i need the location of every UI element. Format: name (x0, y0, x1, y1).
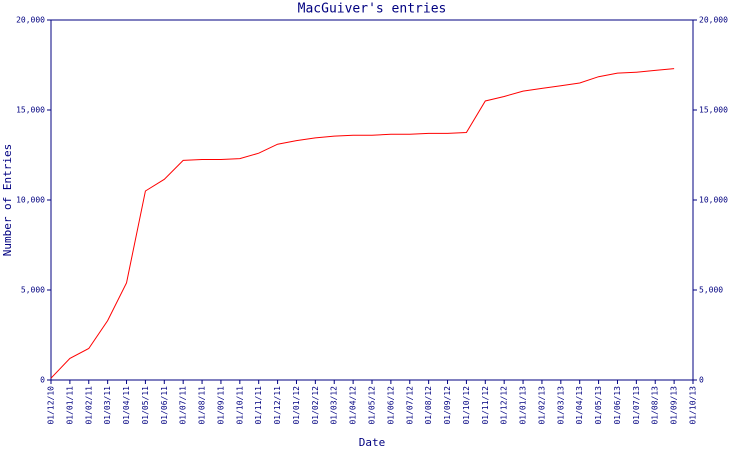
x-tick-label: 01/10/12 (462, 386, 471, 425)
y-tick-label: 10,000 (16, 196, 45, 205)
x-tick-label: 01/12/11 (273, 386, 282, 425)
x-tick-label: 01/06/11 (160, 386, 169, 425)
y-tick-label: 5,000 (21, 286, 45, 295)
x-tick-label: 01/04/12 (349, 386, 358, 425)
x-tick-label: 01/03/12 (330, 386, 339, 425)
y-tick-label: 20,000 (16, 16, 45, 25)
plot-frame (50, 19, 694, 381)
x-tick-label: 01/05/11 (141, 386, 150, 425)
x-tick-label: 01/08/11 (198, 386, 207, 425)
y-tick-label: 15,000 (16, 106, 45, 115)
x-tick-label: 01/05/12 (368, 386, 377, 425)
chart-title: MacGuiver's entries (298, 2, 447, 17)
x-tick-label: 01/10/13 (689, 386, 698, 425)
x-tick-label: 01/09/11 (216, 386, 225, 425)
y2-tick-label: 5,000 (699, 286, 723, 295)
x-tick-label: 01/11/11 (254, 386, 263, 425)
x-tick-label: 01/12/10 (47, 386, 56, 425)
x-tick-label: 01/04/13 (575, 386, 584, 425)
x-tick-label: 01/08/13 (651, 386, 660, 425)
y-axis-label: Number of Entries (1, 144, 14, 257)
x-tick-label: 01/09/12 (443, 386, 452, 425)
x-tick-label: 01/07/11 (179, 386, 188, 425)
x-tick-label: 01/02/12 (311, 386, 320, 425)
x-tick-label: 01/06/13 (613, 386, 622, 425)
y2-tick-label: 15,000 (699, 106, 728, 115)
x-tick-label: 01/02/13 (537, 386, 546, 425)
x-tick-label: 01/06/12 (386, 386, 395, 425)
y-tick-label: 0 (40, 376, 45, 385)
x-tick-label: 01/08/12 (424, 386, 433, 425)
x-tick-label: 01/02/11 (84, 386, 93, 425)
x-tick-label: 01/01/13 (519, 386, 528, 425)
x-tick-label: 01/05/13 (594, 386, 603, 425)
x-tick-label: 01/12/12 (500, 386, 509, 425)
x-tick-label: 01/07/13 (632, 386, 641, 425)
y2-tick-label: 0 (699, 376, 704, 385)
x-tick-label: 01/03/13 (556, 386, 565, 425)
x-tick-label: 01/07/12 (405, 386, 414, 425)
x-tick-label: 01/09/13 (670, 386, 679, 425)
y2-tick-label: 10,000 (699, 196, 728, 205)
x-tick-label: 01/11/12 (481, 386, 490, 425)
x-tick-label: 01/10/11 (235, 386, 244, 425)
x-tick-label: 01/03/11 (103, 386, 112, 425)
x-tick-label: 01/01/11 (65, 386, 74, 425)
x-tick-label: 01/04/11 (122, 386, 131, 425)
y2-tick-label: 20,000 (699, 16, 728, 25)
data-line (50, 68, 675, 379)
x-axis-label: Date (359, 436, 386, 449)
x-tick-label: 01/01/12 (292, 386, 301, 425)
